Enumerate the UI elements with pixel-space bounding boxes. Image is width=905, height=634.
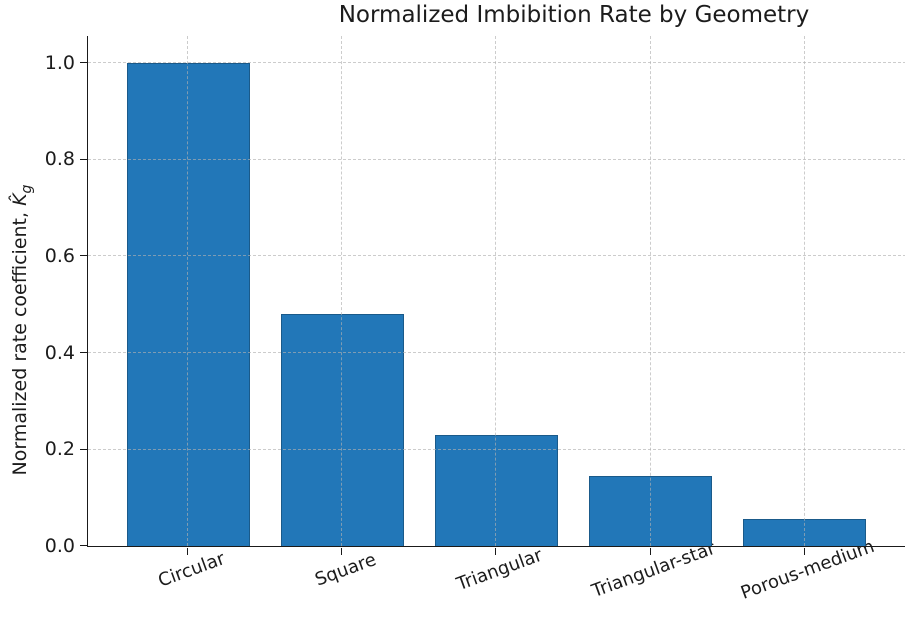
- y-tick-label: 0.6: [44, 244, 75, 267]
- chart-title: Normalized Imbibition Rate by Geometry: [338, 2, 810, 28]
- gridline-vertical: [495, 36, 497, 546]
- y-axis-tick: [79, 351, 87, 353]
- gridline-horizontal: [88, 448, 905, 450]
- x-tick-label-square: Square: [312, 549, 380, 591]
- plot-area: 0.0 0.2 0.4 0.6 0.8 1.0 Circular Square Triangul…: [45, 36, 905, 604]
- gridline-horizontal: [88, 255, 905, 257]
- x-axis-tick: [649, 547, 651, 555]
- x-axis-tick: [187, 547, 189, 555]
- gridline-vertical: [803, 36, 805, 546]
- y-axis-tick: [79, 158, 87, 160]
- y-axis-tick: [79, 61, 87, 63]
- y-axis-symbol-subscript: g: [18, 184, 35, 194]
- y-tick-label: 0.0: [44, 535, 75, 557]
- y-axis-symbol: K̂: [9, 193, 32, 206]
- x-tick-label-porous-medium: Porous-medium: [738, 535, 878, 604]
- y-axis-tick: [79, 545, 87, 547]
- x-axis-tick: [495, 547, 497, 555]
- y-tick-label: 1.0: [44, 51, 75, 74]
- y-axis-label-text: Normalized rate coefficient,: [9, 205, 32, 476]
- gridline-horizontal: [88, 61, 905, 63]
- y-axis-tick: [79, 255, 87, 257]
- x-axis-tick: [803, 547, 805, 555]
- x-tick-label-circular: Circular: [155, 548, 228, 592]
- y-tick-label: 0.4: [44, 341, 75, 364]
- y-axis-tick: [79, 448, 87, 450]
- y-tick-label: 0.2: [44, 438, 75, 461]
- x-tick-label-triangular-star: Triangular-star: [589, 537, 719, 602]
- y-axis-label: Normalized rate coefficient, K̂g: [9, 185, 35, 476]
- x-axis-tick: [341, 547, 343, 555]
- gridline-vertical: [649, 36, 651, 546]
- y-tick-label: 0.8: [44, 148, 75, 171]
- x-tick-label-triangular: Triangular: [454, 544, 546, 596]
- gridline-vertical: [187, 36, 189, 546]
- gridline-horizontal: [88, 351, 905, 353]
- gridline-vertical: [341, 36, 343, 546]
- gridline-horizontal: [88, 158, 905, 160]
